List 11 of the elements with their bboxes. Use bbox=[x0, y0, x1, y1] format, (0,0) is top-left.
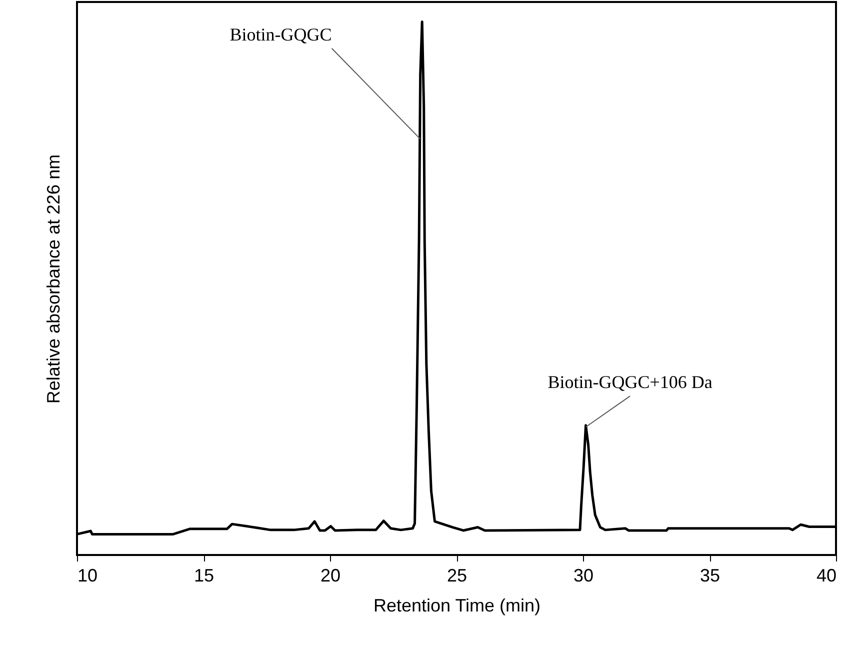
annotation: Biotin-GQGC+106 Da bbox=[548, 372, 712, 392]
x-tick-label: 30 bbox=[573, 566, 594, 586]
x-tick-label: 40 bbox=[816, 566, 836, 586]
x-tick-label: 25 bbox=[446, 566, 468, 586]
annotation: Biotin-GQGC bbox=[230, 24, 332, 44]
x-tick-label: 35 bbox=[700, 566, 720, 586]
x-tick-label: 20 bbox=[320, 566, 341, 586]
x-axis-title: Retention Time (min) bbox=[373, 596, 541, 616]
x-tick-label: 10 bbox=[78, 566, 98, 586]
x-tick-label: 15 bbox=[194, 566, 214, 586]
y-axis-title: Relative absorbance at 226 nm bbox=[44, 154, 64, 404]
